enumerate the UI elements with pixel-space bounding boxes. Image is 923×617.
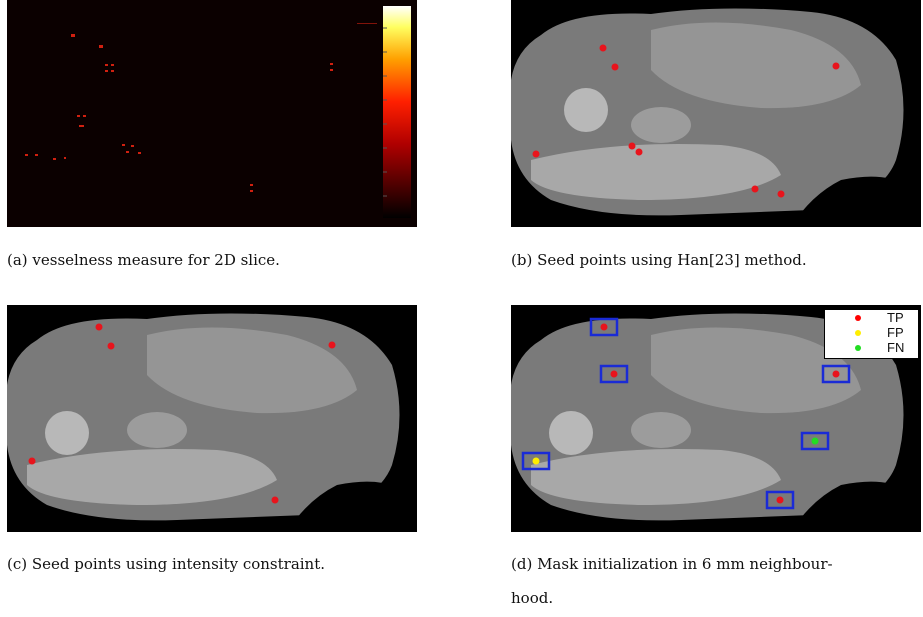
legend-marker-fp [855, 330, 861, 336]
seed-points [532, 44, 840, 198]
caption-d-line2: hood. [511, 589, 554, 607]
panel-d-ct-image: TP FP FN [511, 305, 921, 532]
legend-entry-fn: FN [825, 341, 918, 356]
colorbar [383, 6, 411, 218]
vesselness-responses [25, 23, 377, 192]
mask-boxes [521, 317, 851, 510]
legend-marker-tp [855, 315, 861, 321]
caption-d-line1: (d) Mask initialization in 6 mm neighbou… [511, 555, 833, 573]
legend-box: TP FP FN [824, 309, 919, 359]
legend-label-fn: FN [887, 340, 905, 355]
vesselness-map [7, 0, 417, 227]
legend-marker-fn [855, 345, 861, 351]
panel-a-vesselness-image [7, 0, 417, 227]
legend-entry-tp: TP [825, 311, 918, 326]
ct-slice [7, 305, 417, 532]
legend-label-tp: TP [887, 310, 904, 325]
legend-label-fp: FP [887, 325, 904, 340]
seed-points [28, 323, 336, 504]
seed-points [532, 323, 840, 504]
ct-slice [511, 0, 921, 227]
legend-entry-fp: FP [825, 326, 918, 341]
panel-b-ct-image [511, 0, 921, 227]
caption-b: (b) Seed points using Han[23] method. [511, 251, 807, 269]
colorbar-ticks [383, 27, 387, 197]
caption-c: (c) Seed points using intensity constrai… [7, 555, 326, 573]
panel-c-ct-image [7, 305, 417, 532]
caption-a: (a) vesselness measure for 2D slice. [7, 251, 280, 269]
